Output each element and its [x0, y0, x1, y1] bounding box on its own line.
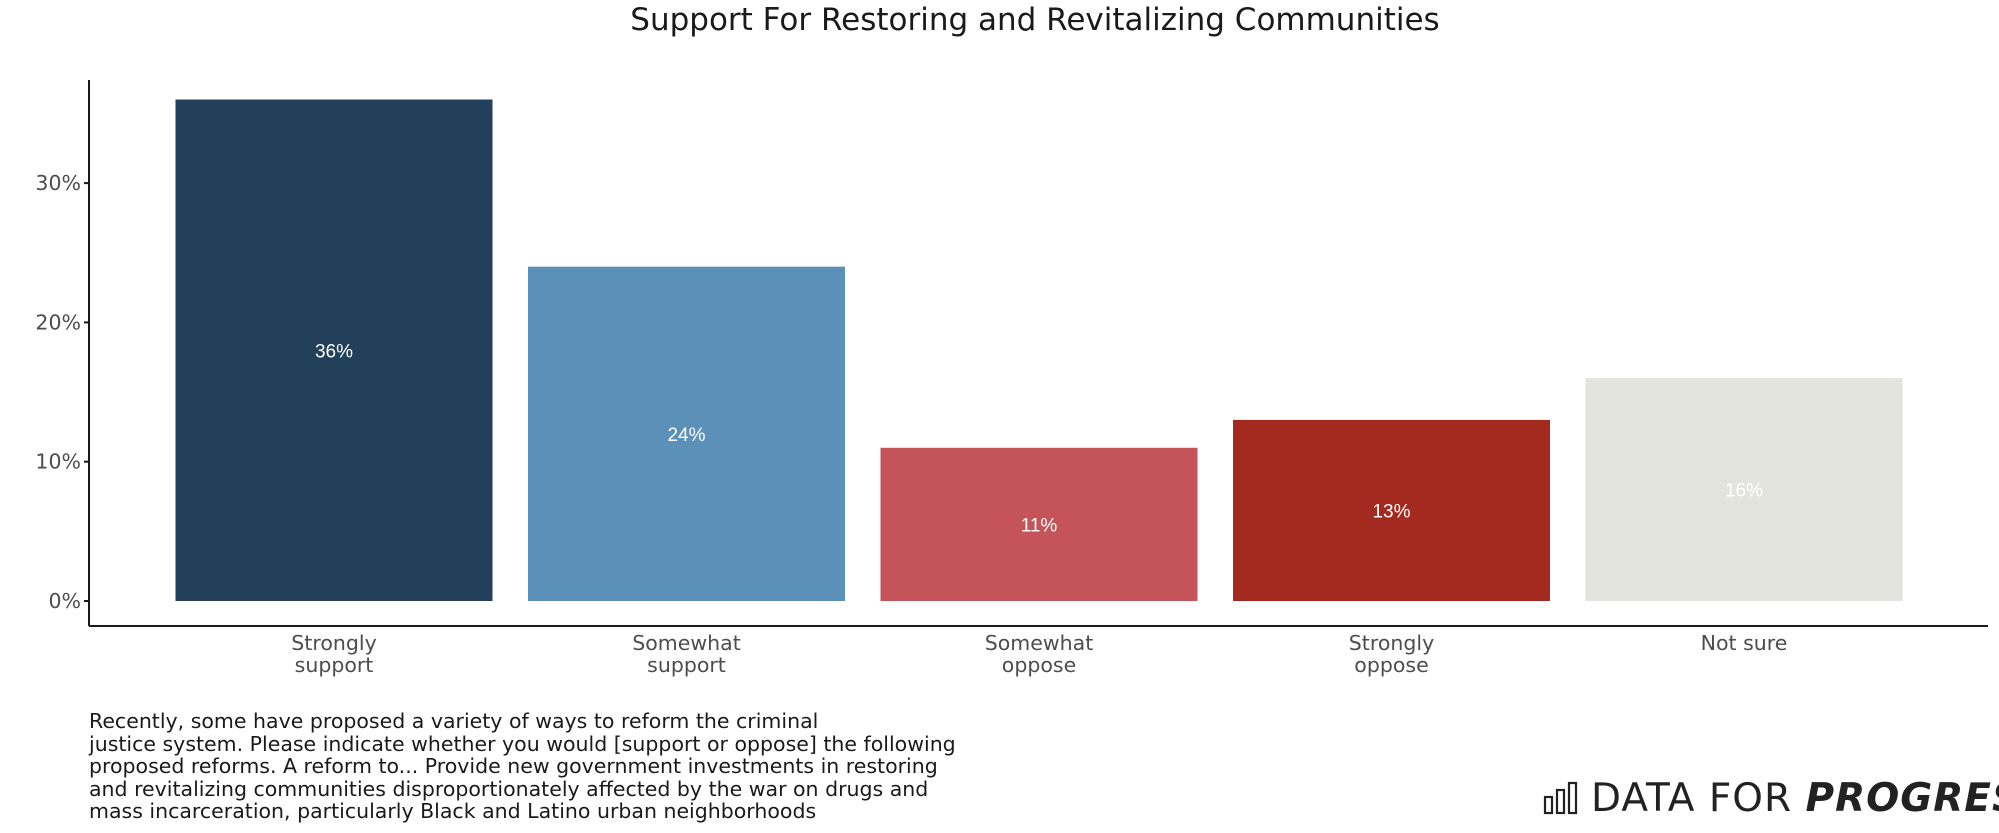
bar — [528, 266, 845, 601]
y-axis: 0% 10% 20% 30% — [35, 80, 90, 626]
caption-line: Recently, some have proposed a variety o… — [89, 709, 819, 733]
data-label: 11% — [1021, 515, 1058, 536]
bar — [1585, 378, 1903, 601]
bar-chart-logo-icon — [1543, 781, 1578, 815]
x-tick-label: Strongly oppose — [1349, 631, 1434, 677]
bar — [880, 447, 1198, 601]
x-tick-label: Not sure — [1701, 631, 1788, 655]
question-caption: Recently, some have proposed a variety o… — [89, 710, 989, 823]
brand-text-light: DATA FOR — [1591, 775, 1806, 821]
x-tick-label-line: support — [295, 653, 374, 677]
brand-wordmark: DATA FOR PROGRESS — [1591, 776, 1999, 821]
x-tick-label: Somewhat oppose — [985, 631, 1094, 677]
x-tick-label-line: support — [647, 653, 726, 677]
data-label: 13% — [1372, 501, 1410, 522]
caption-line: justice system. Please indicate whether … — [89, 731, 956, 756]
y-tick-label: 0% — [48, 589, 81, 613]
y-tick-label: 30% — [35, 171, 81, 195]
bar-chart: 36%24%11%13%16% 0%10%20%30% Strongly supp… — [35, 80, 1988, 677]
y-tick-label: 10% — [35, 450, 81, 474]
data-labels-layer: 36% 24% 11% 13% 16% — [315, 341, 1763, 536]
x-tick-label-line: Somewhat — [632, 631, 741, 655]
bar — [175, 99, 493, 602]
x-tick-label-line: Strongly — [1349, 631, 1434, 655]
caption-line: mass incarceration, particularly Black a… — [89, 799, 817, 823]
x-tick-label: Somewhat support — [632, 631, 741, 677]
bars-layer — [175, 99, 1903, 602]
bar — [1233, 419, 1550, 601]
x-tick-label-line: oppose — [1002, 653, 1076, 677]
x-tick-label-line: Not sure — [1701, 631, 1788, 655]
chart-title: Support For Restoring and Revitalizing C… — [630, 2, 1440, 38]
y-tick-label: 20% — [35, 310, 81, 334]
brand-logo: DATA FOR PROGRESS — [1543, 773, 1999, 823]
x-tick-label: Strongly support — [291, 631, 376, 677]
data-label: 36% — [315, 341, 353, 362]
brand-text-bold: PROGRESS — [1805, 775, 1999, 821]
data-label: 16% — [1725, 481, 1763, 502]
data-label: 24% — [667, 425, 705, 446]
x-tick-label-line: Somewhat — [985, 631, 1094, 655]
x-tick-label-line: Strongly — [291, 631, 376, 655]
caption-line: and revitalizing communities disproporti… — [89, 776, 929, 801]
caption-line: proposed reforms. A reform to... Provide… — [89, 754, 938, 778]
x-tick-label-line: oppose — [1354, 653, 1428, 677]
